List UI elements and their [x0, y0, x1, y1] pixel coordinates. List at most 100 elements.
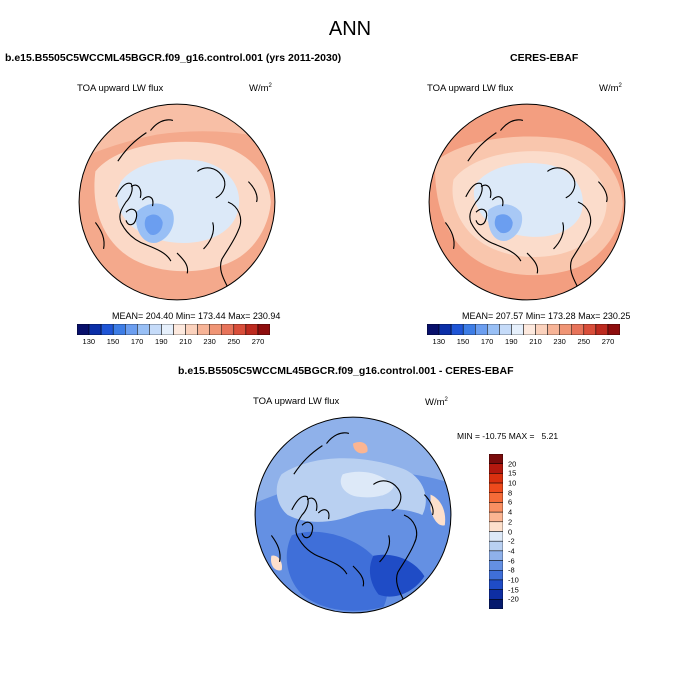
- colorbar-swatch: [125, 324, 138, 335]
- diff-field-warm-north: [353, 441, 368, 454]
- model-cbar-tick: 230: [203, 337, 216, 346]
- colorbar-swatch: [595, 324, 609, 335]
- colorbar-swatch: [221, 324, 235, 335]
- colorbar-swatch: [161, 324, 174, 335]
- model-units-label: W/m2: [249, 83, 272, 94]
- diff-cbar-tick: 4: [508, 507, 513, 517]
- model-colorbar-ticks: 130 150 170 190 210 230 250 270: [77, 337, 270, 347]
- model-units-base: W/m: [249, 83, 269, 95]
- obs-field-coldest: [494, 214, 513, 234]
- diff-colorbar-ticks: 20 15 10 8 6 4 2 0 -2 -4 -6 -8 -10 -15 -…: [508, 454, 538, 609]
- model-units-exp: 2: [268, 83, 272, 89]
- diff-field-warm-east: [430, 494, 446, 526]
- colorbar-swatch: [427, 324, 440, 335]
- obs-cbar-tick: 130: [432, 337, 446, 346]
- colorbar-swatch: [173, 324, 186, 335]
- obs-colorbar-ticks: 130 150 170 190 210 230 250 270: [427, 337, 620, 347]
- colorbar-swatch: [475, 324, 488, 335]
- colorbar-swatch: [511, 324, 524, 335]
- diff-case-label: b.e15.B5505C5WCCML45BGCR.f09_g16.control…: [178, 365, 514, 377]
- diff-cbar-tick: -2: [508, 536, 515, 546]
- diff-map-border: [254, 416, 452, 614]
- obs-dataset-label: CERES-EBAF: [510, 52, 579, 64]
- model-colorbar: [77, 324, 270, 335]
- obs-cbar-tick: 190: [505, 337, 518, 346]
- model-coastlines: [94, 119, 258, 288]
- diff-variable-label: TOA upward LW flux: [253, 396, 340, 407]
- colorbar-swatch: [209, 324, 223, 335]
- model-map-border: [78, 103, 276, 301]
- colorbar-swatch: [257, 324, 270, 335]
- colorbar-swatch: [450, 324, 464, 335]
- colorbar-swatch: [88, 324, 102, 335]
- colorbar-swatch: [245, 324, 259, 335]
- plot-title: ANN: [328, 18, 372, 40]
- colorbar-swatch: [489, 492, 503, 503]
- colorbar-swatch: [112, 324, 126, 335]
- obs-cbar-tick: 210: [529, 337, 542, 346]
- colorbar-swatch: [462, 324, 476, 335]
- obs-colorbar: [427, 324, 620, 335]
- model-polar-map: [78, 103, 276, 301]
- diff-units-exp: 2: [444, 397, 448, 403]
- obs-cbar-tick: 250: [577, 337, 591, 346]
- colorbar-swatch: [535, 324, 548, 335]
- diff-cbar-tick: -15: [508, 585, 519, 595]
- diff-units-label: W/m2: [425, 397, 448, 408]
- diff-cbar-tick: 8: [508, 488, 513, 498]
- colorbar-swatch: [149, 324, 162, 335]
- colorbar-swatch: [489, 473, 503, 484]
- colorbar-swatch: [489, 531, 503, 542]
- colorbar-swatch: [438, 324, 452, 335]
- colorbar-swatch: [197, 324, 210, 335]
- model-cbar-tick: 130: [82, 337, 96, 346]
- colorbar-swatch: [185, 324, 198, 335]
- model-cbar-tick: 210: [179, 337, 192, 346]
- diff-cbar-tick: -6: [508, 556, 515, 566]
- diff-field-deep: [286, 531, 388, 611]
- diff-cbar-tick: 20: [508, 459, 517, 469]
- obs-stats: MEAN= 207.57 Min= 173.28 Max= 230.25: [462, 311, 631, 321]
- colorbar-swatch: [137, 324, 150, 335]
- diff-polar-map: [254, 416, 452, 614]
- model-variable-label: TOA upward LW flux: [77, 83, 164, 94]
- colorbar-swatch: [489, 599, 503, 609]
- model-colorbar-segments: [77, 324, 270, 335]
- colorbar-swatch: [489, 540, 503, 552]
- obs-units-exp: 2: [618, 83, 622, 89]
- colorbar-swatch: [489, 550, 503, 561]
- diff-colorbar-segments: [489, 454, 503, 609]
- colorbar-swatch: [583, 324, 597, 335]
- diff-coastlines: [270, 432, 434, 601]
- colorbar-swatch: [489, 502, 503, 513]
- colorbar-swatch: [489, 589, 503, 600]
- colorbar-swatch: [607, 324, 620, 335]
- colorbar-swatch: [489, 463, 503, 474]
- obs-polar-map: [428, 103, 626, 301]
- obs-map-border: [428, 103, 626, 301]
- diff-cbar-tick: 15: [508, 468, 517, 478]
- colorbar-swatch: [233, 324, 247, 335]
- obs-units-base: W/m: [599, 83, 619, 95]
- obs-units-label: W/m2: [599, 83, 622, 94]
- obs-cbar-tick: 230: [553, 337, 566, 346]
- colorbar-swatch: [489, 521, 503, 532]
- obs-variable-label: TOA upward LW flux: [427, 83, 514, 94]
- colorbar-swatch: [489, 570, 503, 581]
- diff-field-neutral: [340, 471, 394, 498]
- diff-field-warm-west: [270, 555, 283, 571]
- obs-cbar-tick: 270: [601, 337, 615, 346]
- diff-cbar-tick: 2: [508, 517, 513, 527]
- model-field-coldest: [144, 214, 163, 236]
- obs-coastlines: [444, 119, 608, 288]
- colorbar-swatch: [559, 324, 573, 335]
- diff-colorbar: [489, 454, 503, 609]
- colorbar-swatch: [487, 324, 500, 335]
- colorbar-swatch: [571, 324, 585, 335]
- diff-cbar-tick: -8: [508, 565, 515, 575]
- colorbar-swatch: [489, 454, 503, 464]
- diff-cbar-tick: 10: [508, 478, 517, 488]
- diff-cbar-tick: -20: [508, 594, 519, 604]
- colorbar-swatch: [547, 324, 560, 335]
- colorbar-swatch: [100, 324, 114, 335]
